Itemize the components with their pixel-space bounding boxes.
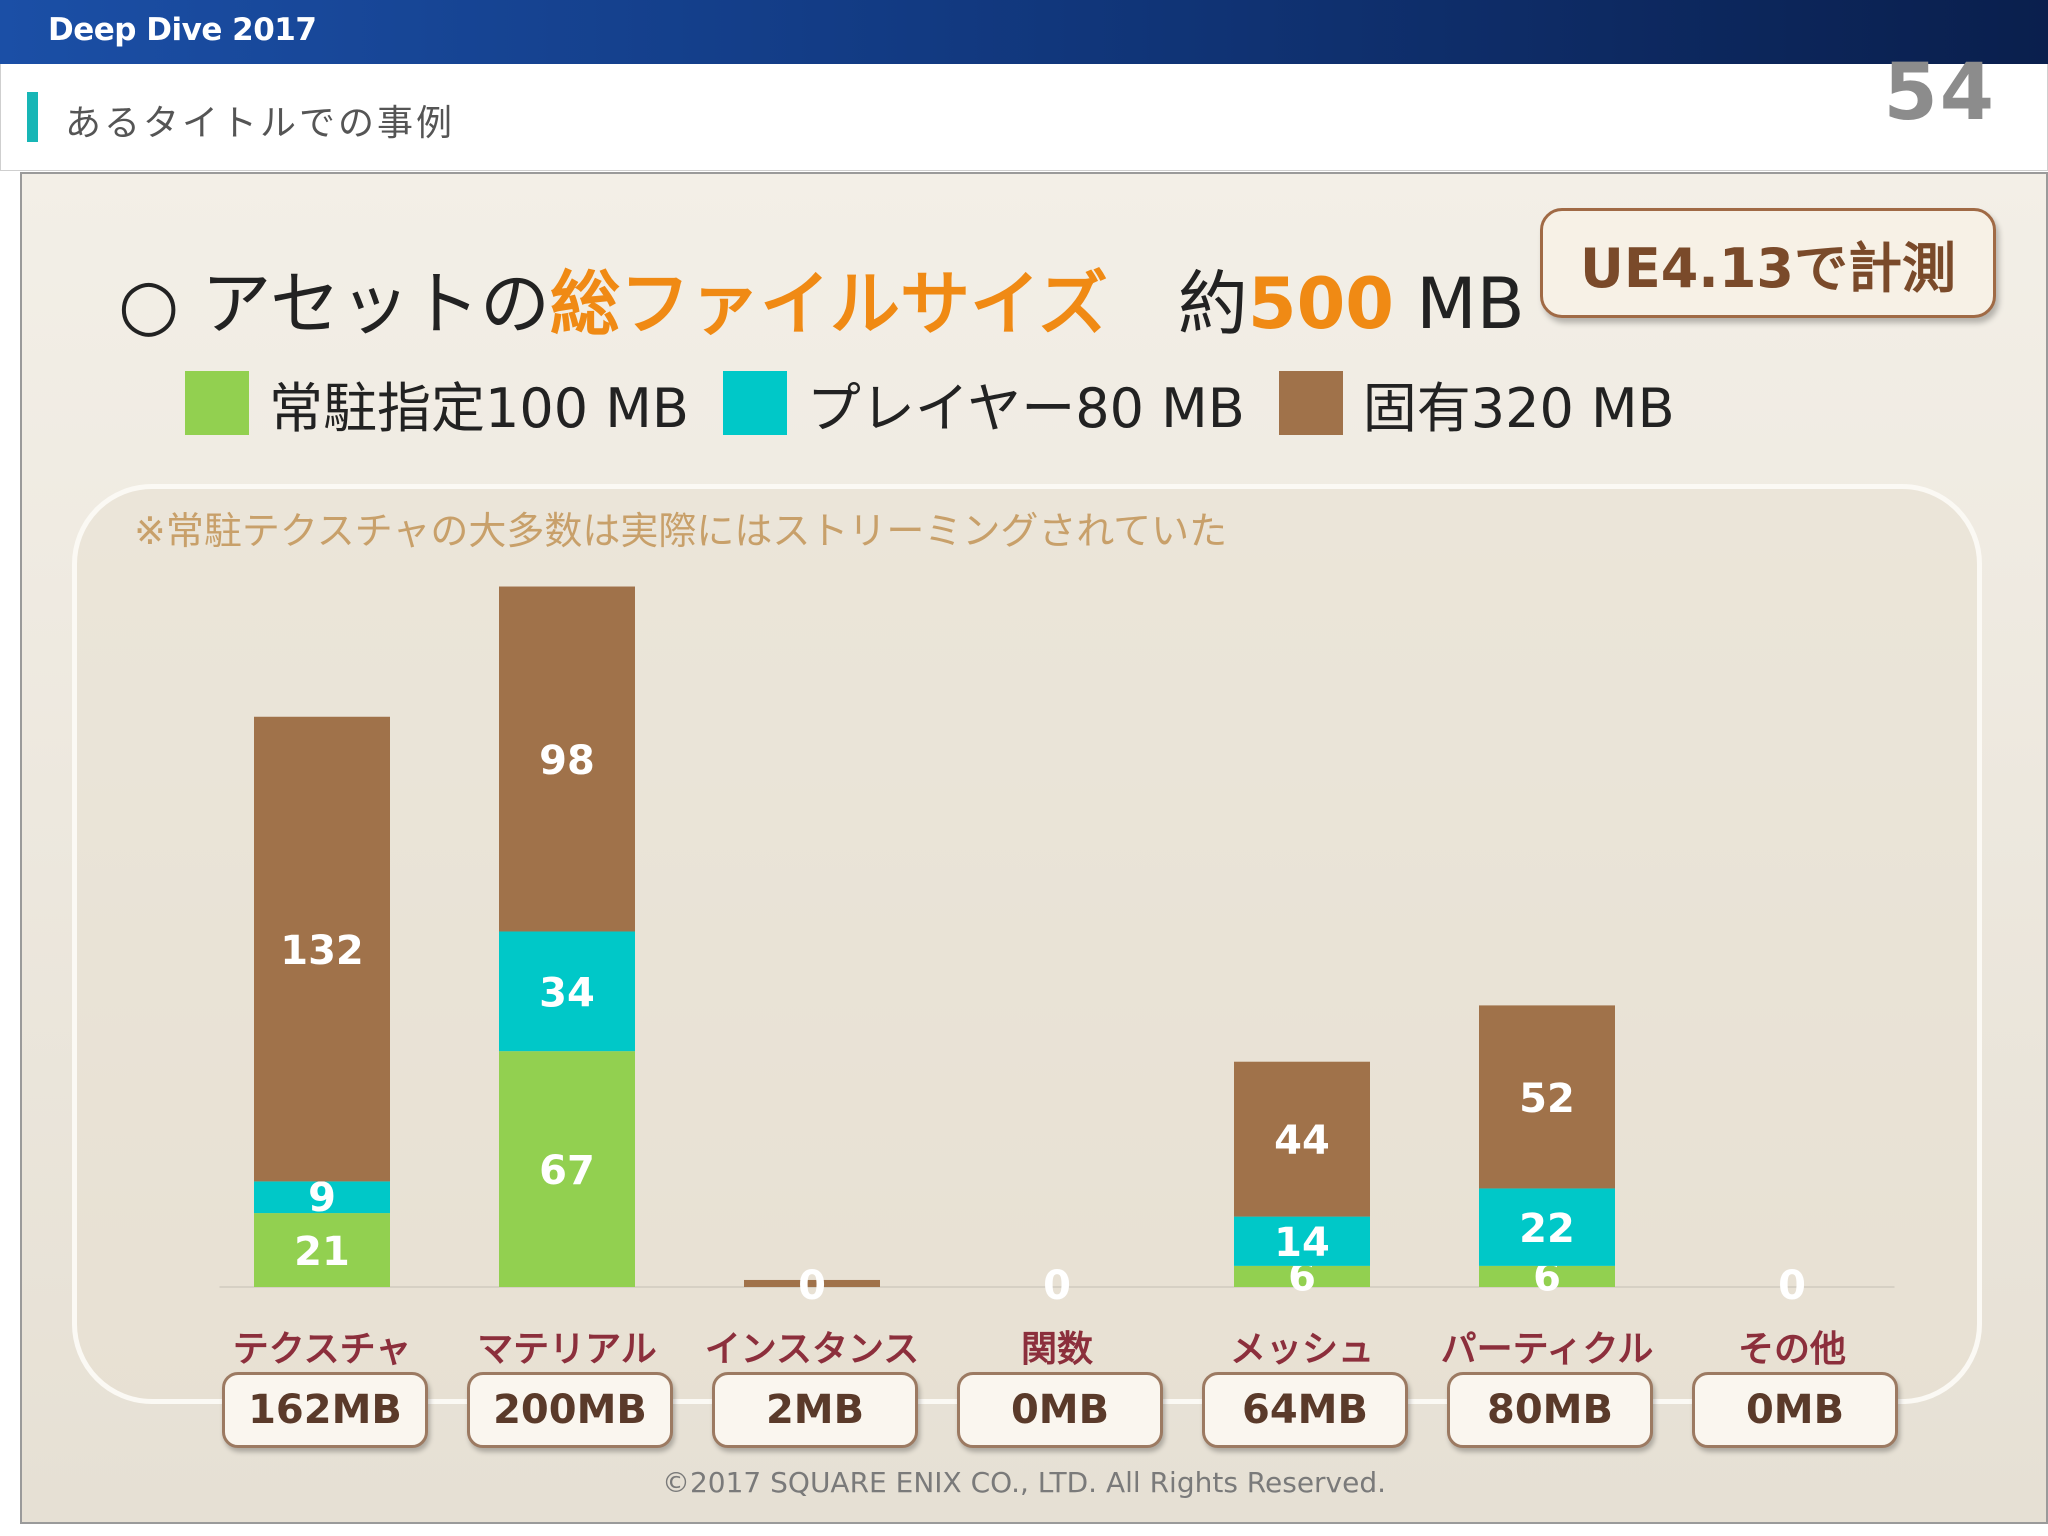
page-number: 54 — [1883, 48, 1996, 138]
category-label-1: マテリアル — [477, 1329, 657, 1370]
slide-header: あるタイトルでの事例 — [0, 64, 2048, 171]
legend-label-resident: 常駐指定100 MB — [269, 376, 689, 440]
category-label-3: 関数 — [1020, 1329, 1093, 1370]
category-label-0: テクスチャ — [232, 1329, 412, 1370]
bar-segment-resident-1 — [499, 1051, 635, 1287]
bar-segment-player-5 — [1479, 1188, 1615, 1266]
bar-segment-resident-4 — [1234, 1265, 1370, 1287]
headline: ○ アセットの総ファイルサイズ 約500 MB — [118, 248, 1525, 349]
legend-label-unique: 固有320 MB — [1362, 376, 1675, 440]
legend-item-unique: 固有320 MB — [1278, 364, 1675, 443]
data-label-unique-1: 98 — [539, 738, 595, 784]
headline-part2: 約 — [1177, 263, 1248, 345]
header-accent — [27, 92, 38, 142]
category-total-0: 162MB — [222, 1372, 428, 1448]
legend-swatch-unique — [1278, 371, 1343, 435]
bar-segment-unique-0 — [254, 716, 390, 1182]
data-label-unique-6: 0 — [1778, 1263, 1806, 1309]
legend-item-player: プレイヤー80 MB — [722, 364, 1245, 443]
bar-segment-unique-4 — [1234, 1061, 1370, 1217]
headline-highlight: 総ファイルサイズ — [549, 263, 1108, 345]
category-label-6: その他 — [1737, 1329, 1846, 1370]
bar-segment-player-1 — [499, 931, 635, 1052]
bar-segment-resident-0 — [254, 1213, 390, 1287]
copyright: ©2017 SQUARE ENIX CO., LTD. All Rights R… — [661, 1466, 1387, 1499]
data-label-resident-0: 21 — [294, 1229, 350, 1275]
data-label-player-1: 34 — [539, 970, 595, 1016]
category-label-4: メッシュ — [1229, 1329, 1374, 1370]
top-bar: Deep Dive 2017 — [0, 0, 2048, 64]
legend-label-player: プレイヤー80 MB — [806, 376, 1245, 440]
brand-title: Deep Dive 2017 — [48, 12, 317, 48]
category-total-1: 200MB — [467, 1372, 673, 1448]
category-total-6: 0MB — [1692, 1372, 1898, 1448]
category-total-5: 80MB — [1447, 1372, 1653, 1448]
chart-frame — [72, 484, 1982, 1404]
data-label-unique-4: 44 — [1274, 1118, 1330, 1164]
chart-legend: 常駐指定100 MB プレイヤー80 MB 固有320 MB — [185, 368, 1709, 440]
category-total-4: 64MB — [1202, 1372, 1408, 1448]
data-label-unique-0: 132 — [280, 928, 364, 974]
bar-segment-player-0 — [254, 1181, 390, 1214]
category-total-3: 0MB — [957, 1372, 1163, 1448]
bar-segment-unique-1 — [499, 586, 635, 932]
legend-swatch-player — [722, 371, 787, 435]
bar-segment-unique-5 — [1479, 1005, 1615, 1189]
data-label-player-0: 9 — [308, 1175, 336, 1221]
data-label-unique-2: 0 — [798, 1263, 826, 1309]
chart-note: ※常駐テクスチャの大多数は実際にはストリーミングされていた — [134, 509, 1228, 553]
category-label-5: パーティクル — [1440, 1329, 1654, 1370]
bar-segment-resident-5 — [1479, 1265, 1615, 1287]
headline-value: 500 — [1247, 263, 1394, 345]
bar-segment-player-4 — [1234, 1216, 1370, 1266]
data-label-unique-3: 0 — [1043, 1263, 1071, 1309]
data-label-resident-1: 67 — [539, 1148, 595, 1194]
category-total-2: 2MB — [712, 1372, 918, 1448]
circle-bullet: ○ — [118, 263, 180, 345]
data-label-player-4: 14 — [1274, 1220, 1330, 1266]
slide-subtitle: あるタイトルでの事例 — [65, 103, 456, 144]
bar-segment-unique-2 — [744, 1279, 880, 1287]
category-label-2: インスタンス — [704, 1329, 920, 1370]
legend-swatch-resident — [185, 371, 249, 435]
legend-item-resident: 常駐指定100 MB — [185, 364, 689, 443]
data-label-unique-5: 52 — [1519, 1076, 1575, 1122]
headline-unit: MB — [1394, 263, 1525, 345]
data-label-player-5: 22 — [1519, 1206, 1575, 1252]
ue-version-badge: UE4.13で計測 — [1540, 208, 1996, 318]
headline-part1: アセットの — [201, 263, 550, 345]
